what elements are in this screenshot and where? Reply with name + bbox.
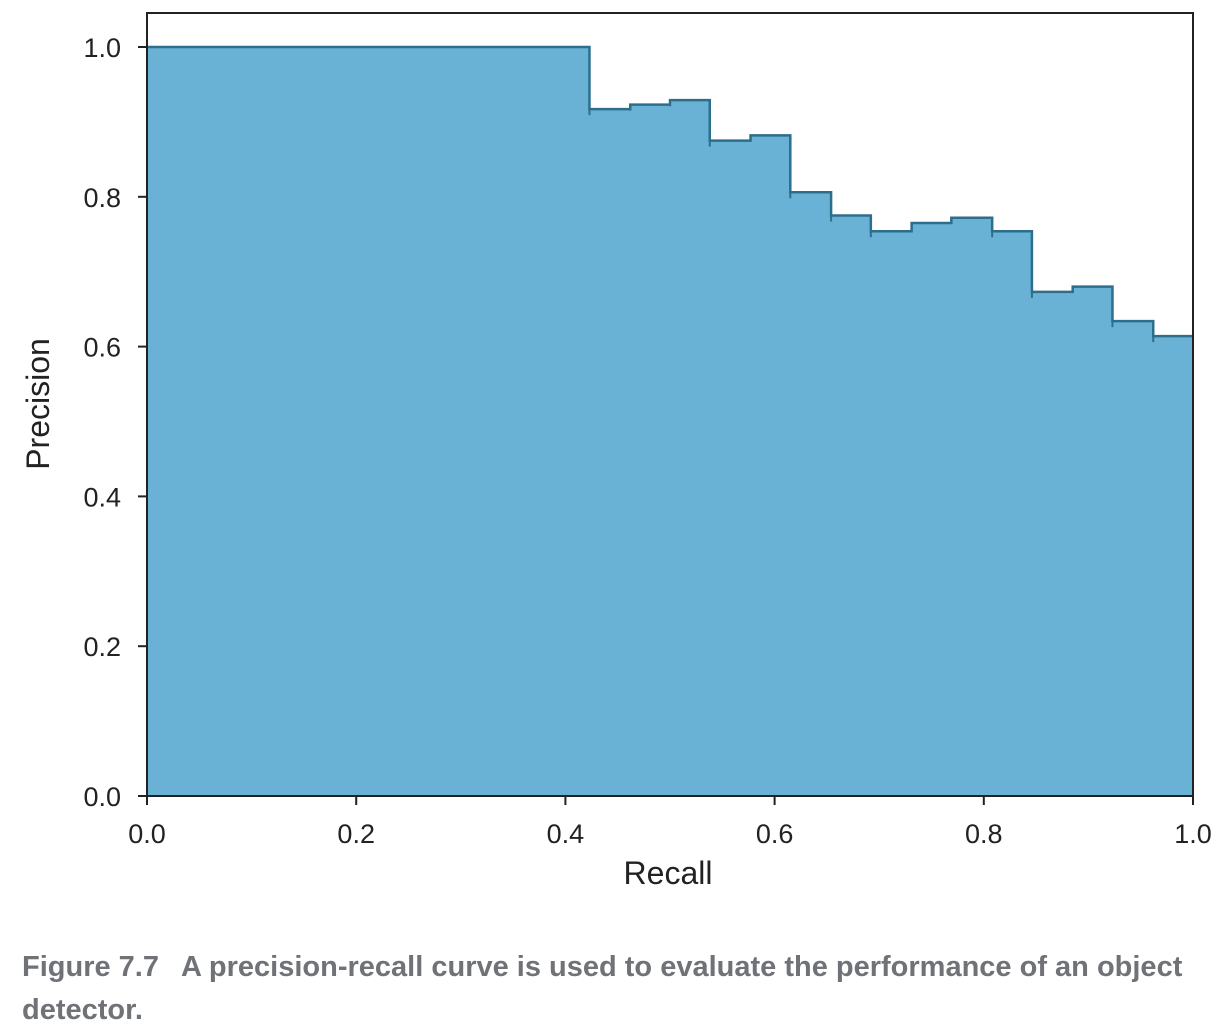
x-tick-label: 0.0 <box>128 819 166 849</box>
y-tick-label: 1.0 <box>83 33 121 63</box>
y-tick-label: 0.6 <box>83 333 121 363</box>
figure-caption: Figure 7.7 A precision-recall curve is us… <box>22 946 1212 1032</box>
x-tick-label: 0.2 <box>337 819 375 849</box>
y-tick-label: 0.2 <box>83 632 121 662</box>
y-tick-label: 0.0 <box>83 782 121 812</box>
figure-number: Figure 7.7 <box>22 951 159 983</box>
plot-area <box>147 45 1193 796</box>
x-axis-title: Recall <box>624 855 713 891</box>
x-tick-label: 1.0 <box>1174 819 1212 849</box>
precision-recall-chart: 0.0 0.2 0.4 0.6 0.8 1.0 0.0 0.2 0.4 0.6 0.8 1.0 Re… <box>20 12 1212 891</box>
caption-text: A precision-recall curve is used to eval… <box>22 951 1183 1026</box>
y-axis: 0.0 0.2 0.4 0.6 0.8 1.0 <box>83 33 147 812</box>
x-tick-label: 0.8 <box>965 819 1003 849</box>
y-tick-label: 0.8 <box>83 183 121 213</box>
pr-area-fill <box>147 47 1193 796</box>
y-tick-label: 0.4 <box>83 482 121 512</box>
plot-frame <box>146 12 1194 797</box>
x-tick-label: 0.4 <box>547 819 585 849</box>
x-tick-label: 0.6 <box>756 819 794 849</box>
x-axis: 0.0 0.2 0.4 0.6 0.8 1.0 <box>128 796 1212 849</box>
y-axis-title: Precision <box>20 338 56 470</box>
